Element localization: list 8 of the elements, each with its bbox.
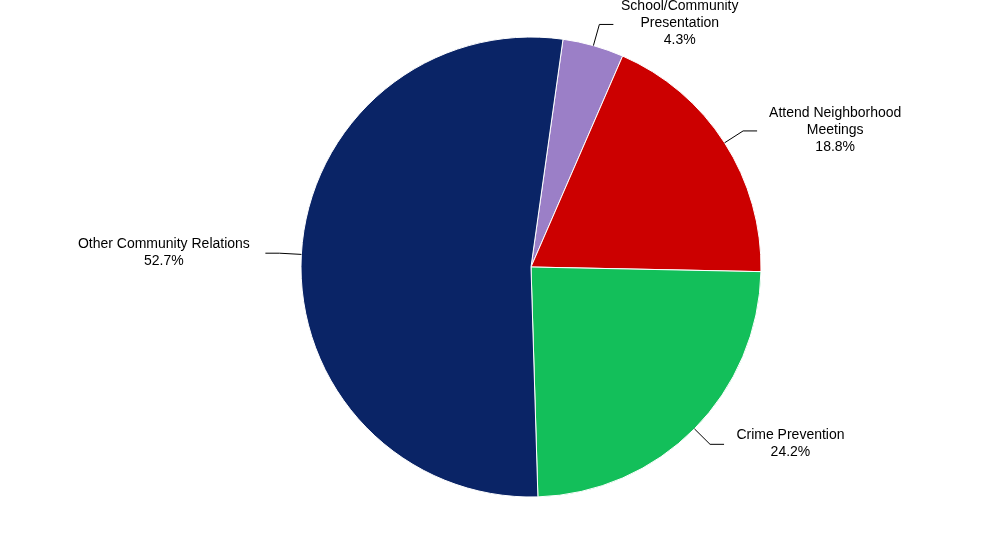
data-label: 4.3% xyxy=(663,31,696,48)
slice-label: School/Community Presentation xyxy=(621,0,739,31)
data-label: 52.7% xyxy=(144,252,184,269)
slice-label: Crime Prevention xyxy=(736,426,845,443)
data-label: 18.8% xyxy=(815,137,856,154)
data-label: 24.2% xyxy=(770,443,811,460)
slice-label: Other Community Relations xyxy=(77,235,250,252)
slice-label: Attend Neighborhood Meetings xyxy=(769,103,902,137)
